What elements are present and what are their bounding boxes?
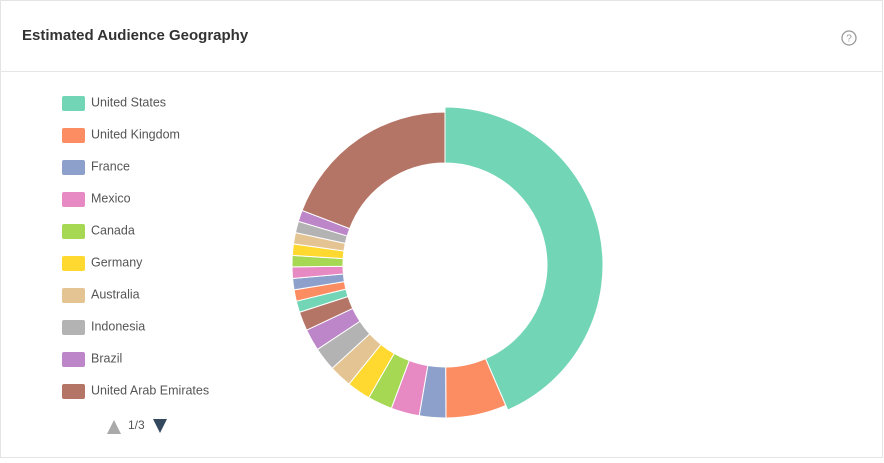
slice — [444, 106, 604, 411]
legend-swatch — [62, 288, 85, 303]
legend-swatch — [62, 320, 85, 335]
legend-swatch — [62, 128, 85, 143]
legend-swatch — [62, 352, 85, 367]
legend-swatch — [62, 224, 85, 239]
card-title: Estimated Audience Geography — [22, 27, 249, 44]
legend-swatch — [62, 384, 85, 399]
pager-down[interactable] — [153, 419, 167, 433]
legend-swatch — [62, 256, 85, 271]
legend: United States United Kingdom France Mexico C… — [62, 95, 209, 399]
legend-label: Mexico — [91, 191, 131, 205]
legend-label: United Arab Emirates — [91, 383, 209, 397]
svg-text:?: ? — [846, 34, 852, 45]
legend-label: United Kingdom — [91, 127, 180, 141]
legend-label: Australia — [91, 287, 140, 301]
slice — [301, 111, 446, 230]
legend-label: United States — [91, 95, 166, 109]
legend-swatch — [62, 192, 85, 207]
legend-label: Brazil — [91, 351, 122, 365]
help-icon[interactable]: ? — [841, 30, 857, 46]
donut-chart — [291, 106, 604, 419]
pager-label: 1/3 — [128, 418, 145, 432]
legend-label: Indonesia — [91, 319, 145, 333]
legend-label: France — [91, 159, 130, 173]
legend-label: Canada — [91, 223, 135, 237]
legend-label: Germany — [91, 255, 143, 269]
legend-swatch — [62, 96, 85, 111]
pager-up[interactable] — [107, 420, 121, 434]
legend-swatch — [62, 160, 85, 175]
